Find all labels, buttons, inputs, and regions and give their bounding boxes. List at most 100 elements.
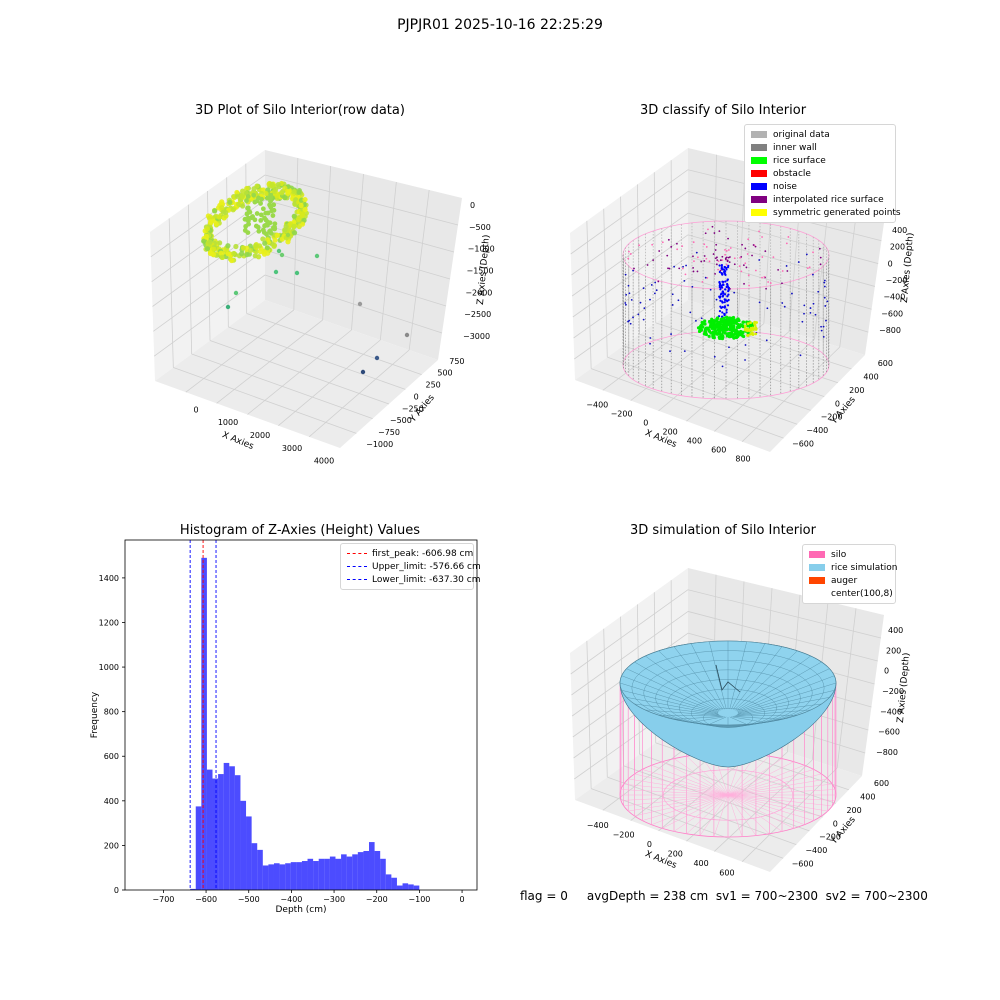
classify-rice-surface-point [728,322,732,326]
classify-rice-surface-point [709,319,714,324]
raw-data-point [248,195,255,202]
raw-data-point [253,223,259,229]
simulation-silo-floor-line [727,758,783,796]
classify-rice-surface-point [729,326,734,330]
histogram-bar [285,863,291,890]
classify-noise-point [650,284,653,286]
classify-noise-point [727,288,730,292]
classify-rice-surface-point [701,321,705,326]
classify-noise-point [723,293,727,296]
raw-data-point [255,224,261,230]
raw-data-point [237,197,243,203]
simulation-silo-floor-line [727,753,743,796]
raw-data-point [260,187,267,193]
raw-data-point [239,251,245,257]
classify-noise-point [726,295,729,298]
classify-x-tick-label: −400 [586,401,608,410]
classify-interpolated-point [745,266,748,269]
histogram-x-tick-label: −200 [366,895,388,904]
classify-interpolated-point [727,256,730,259]
simulation-silo-floor-line [628,778,729,796]
classify-noise-point [695,319,697,322]
classify-interpolated-point [676,248,679,251]
raw-data-point [263,190,269,197]
legend-swatch [751,170,767,177]
raw-data-point [272,237,278,243]
classify-interpolated-point [708,260,711,263]
classify-noise-point [720,266,723,269]
classify-noise-point [724,280,727,283]
classify-rice-surface-point [718,335,722,339]
classify-rice-surface-point [728,323,732,327]
histogram-legend: first_peak: -606.98 cm Upper_limit: -576.… [340,543,481,590]
classify-noise-point [628,319,631,322]
classify-interpolated-point [761,236,763,238]
classify-noise-point [669,350,671,353]
raw-data-point [211,244,218,250]
raw-outlier-point [314,253,320,259]
classify-noise-point [632,316,634,319]
raw-data-point [271,225,276,230]
raw-grid-line [278,339,381,426]
raw-data-point [293,221,299,228]
classify-rice-surface-point [702,332,707,336]
classify-interpolated-point [652,259,655,261]
classify-noise-point [722,268,726,271]
raw-data-point [252,247,258,254]
classify-silo-top-ring [622,220,830,290]
histogram-bar [262,865,269,890]
classify-rice-surface-point [746,320,750,325]
classify-interpolated-point [633,267,635,270]
raw-data-point [211,245,217,251]
classify-symmetric-point [746,334,749,337]
raw-data-point [205,243,211,249]
classify-rice-surface-point [719,328,723,332]
raw-data-point [259,195,266,201]
legend-swatch [809,551,825,558]
raw-data-point [278,180,285,187]
classify-grid-line [573,256,689,339]
classify-noise-point [719,299,722,302]
raw-data-point [291,220,298,226]
classify-interpolated-point [681,245,684,248]
classify-noise-point [653,292,656,295]
classify-noise-point [766,307,769,310]
simulation-mesh-line [737,682,837,714]
raw-data-point [295,192,301,198]
raw-data-point [226,197,233,203]
raw-grid-line [153,249,266,332]
classify-rice-surface-point [731,326,735,331]
raw-data-point [217,214,223,220]
classify-noise-point [630,298,633,301]
simulation-z-tick-label: −600 [878,728,900,737]
histogram-bar [369,842,375,890]
histogram-bar [296,862,302,890]
raw-data-point [284,192,291,199]
classify-interpolated-point [739,256,741,259]
classify-rice-surface-point [716,322,720,326]
simulation-mesh-ring [655,669,801,727]
simulation-x-tick-label: 200 [668,849,683,858]
simulation-plot-title: 3D simulation of Silo Interior [630,523,816,538]
simulation-grid-line [623,765,810,832]
raw-data-point [288,185,295,191]
raw-data-point [226,201,232,207]
legend-label: Upper_limit: -576.66 cm [372,561,481,572]
classify-interpolated-point [742,264,745,267]
raw-data-point [284,187,290,194]
histogram-bar [380,858,386,890]
simulation-grid-line [712,574,717,729]
raw-data-point [291,188,297,195]
raw-data-point [299,192,305,198]
raw-data-point [268,195,274,200]
classify-noise-point [822,325,825,328]
raw-data-point [271,242,278,248]
raw-outlier-point [276,248,282,254]
classify-rice-surface-point [749,322,754,326]
classify-rice-surface-point [750,326,754,330]
raw-grid-line [187,204,193,355]
classify-rice-surface-point [721,335,725,339]
raw-data-point [276,183,282,190]
classify-interpolated-point [706,276,709,279]
raw-data-point [217,202,223,209]
